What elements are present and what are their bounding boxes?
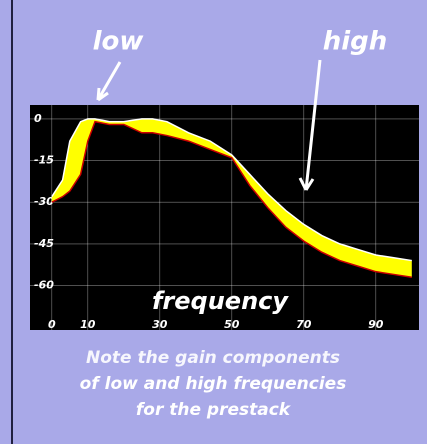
x-axis-label: frequency: [152, 287, 289, 315]
gain-band: [51, 118, 412, 278]
y-tick-label: -60: [34, 279, 54, 292]
note-line: for the prestack: [136, 400, 292, 420]
line: [51, 118, 412, 262]
y-tick-label: 0: [34, 112, 42, 125]
line: [51, 120, 412, 278]
y-tick-label: -15: [34, 154, 54, 167]
note-line: Note the gain components: [86, 348, 340, 368]
x-tick-label: 90: [368, 318, 384, 331]
plot: 0 -15 -30 -45 -60 0 10 30 50 70 90: [30, 105, 419, 331]
arrow: [298, 59, 322, 191]
x-tick-label: 30: [152, 318, 168, 331]
arrow: [96, 61, 122, 102]
high-label: high: [323, 27, 388, 57]
x-tick-label: 70: [296, 318, 312, 331]
plot-area: [30, 105, 419, 330]
low-label: low: [93, 27, 145, 57]
x-tick-label: 50: [224, 318, 240, 331]
x-tick-label: 0: [48, 318, 56, 331]
y-tick-label: -45: [34, 237, 54, 250]
y-tick-label: -30: [34, 195, 54, 208]
x-tick-label: 10: [80, 318, 96, 331]
note-line: of low and high frequencies: [80, 374, 347, 394]
